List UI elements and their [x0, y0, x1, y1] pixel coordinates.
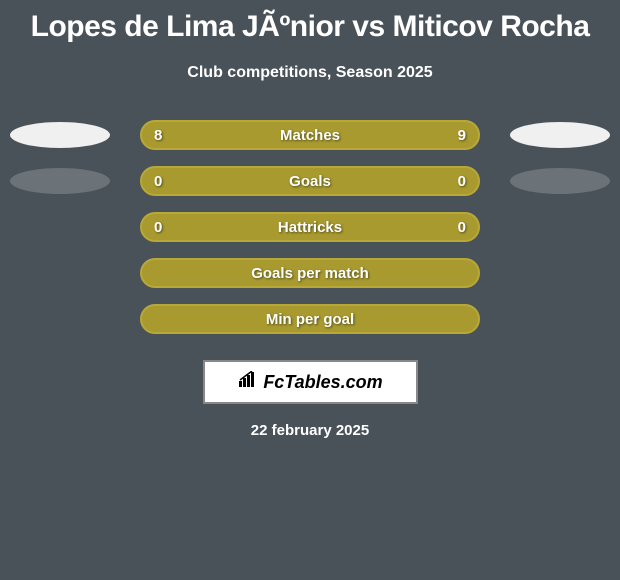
stat-left-value: 0: [154, 173, 162, 190]
logo-box: FcTables.com: [203, 360, 418, 404]
stat-label: Goals: [289, 173, 331, 190]
page-title: Lopes de Lima JÃºnior vs Miticov Rocha: [0, 0, 620, 44]
stat-row-hattricks: 0 Hattricks 0: [0, 204, 620, 250]
stat-row-matches: 8 Matches 9: [0, 112, 620, 158]
stat-right-value: 0: [458, 173, 466, 190]
page-subtitle: Club competitions, Season 2025: [0, 64, 620, 82]
logo-text: FcTables.com: [263, 372, 382, 393]
stat-bar-min-per-goal: Min per goal: [140, 304, 480, 334]
date-text: 22 february 2025: [0, 422, 620, 439]
stat-label: Goals per match: [251, 265, 369, 282]
stat-row-goals-per-match: Goals per match: [0, 250, 620, 296]
stat-label: Hattricks: [278, 219, 342, 236]
stats-container: 8 Matches 9 0 Goals 0 0 Hattricks 0 Goal…: [0, 112, 620, 342]
stat-left-value: 8: [154, 127, 162, 144]
stat-bar-goals-per-match: Goals per match: [140, 258, 480, 288]
stat-right-value: 9: [458, 127, 466, 144]
ellipse-left-goals: [10, 168, 110, 194]
stat-label: Matches: [280, 127, 340, 144]
stat-bar-hattricks: 0 Hattricks 0: [140, 212, 480, 242]
stat-row-goals: 0 Goals 0: [0, 158, 620, 204]
stat-row-min-per-goal: Min per goal: [0, 296, 620, 342]
stat-bar-matches: 8 Matches 9: [140, 120, 480, 150]
stat-bar-goals: 0 Goals 0: [140, 166, 480, 196]
stat-left-value: 0: [154, 219, 162, 236]
ellipse-right-matches: [510, 122, 610, 148]
stat-right-value: 0: [458, 219, 466, 236]
ellipse-right-goals: [510, 168, 610, 194]
stat-label: Min per goal: [266, 311, 354, 328]
ellipse-left-matches: [10, 122, 110, 148]
logo-content: FcTables.com: [237, 371, 382, 394]
chart-icon: [237, 371, 259, 394]
